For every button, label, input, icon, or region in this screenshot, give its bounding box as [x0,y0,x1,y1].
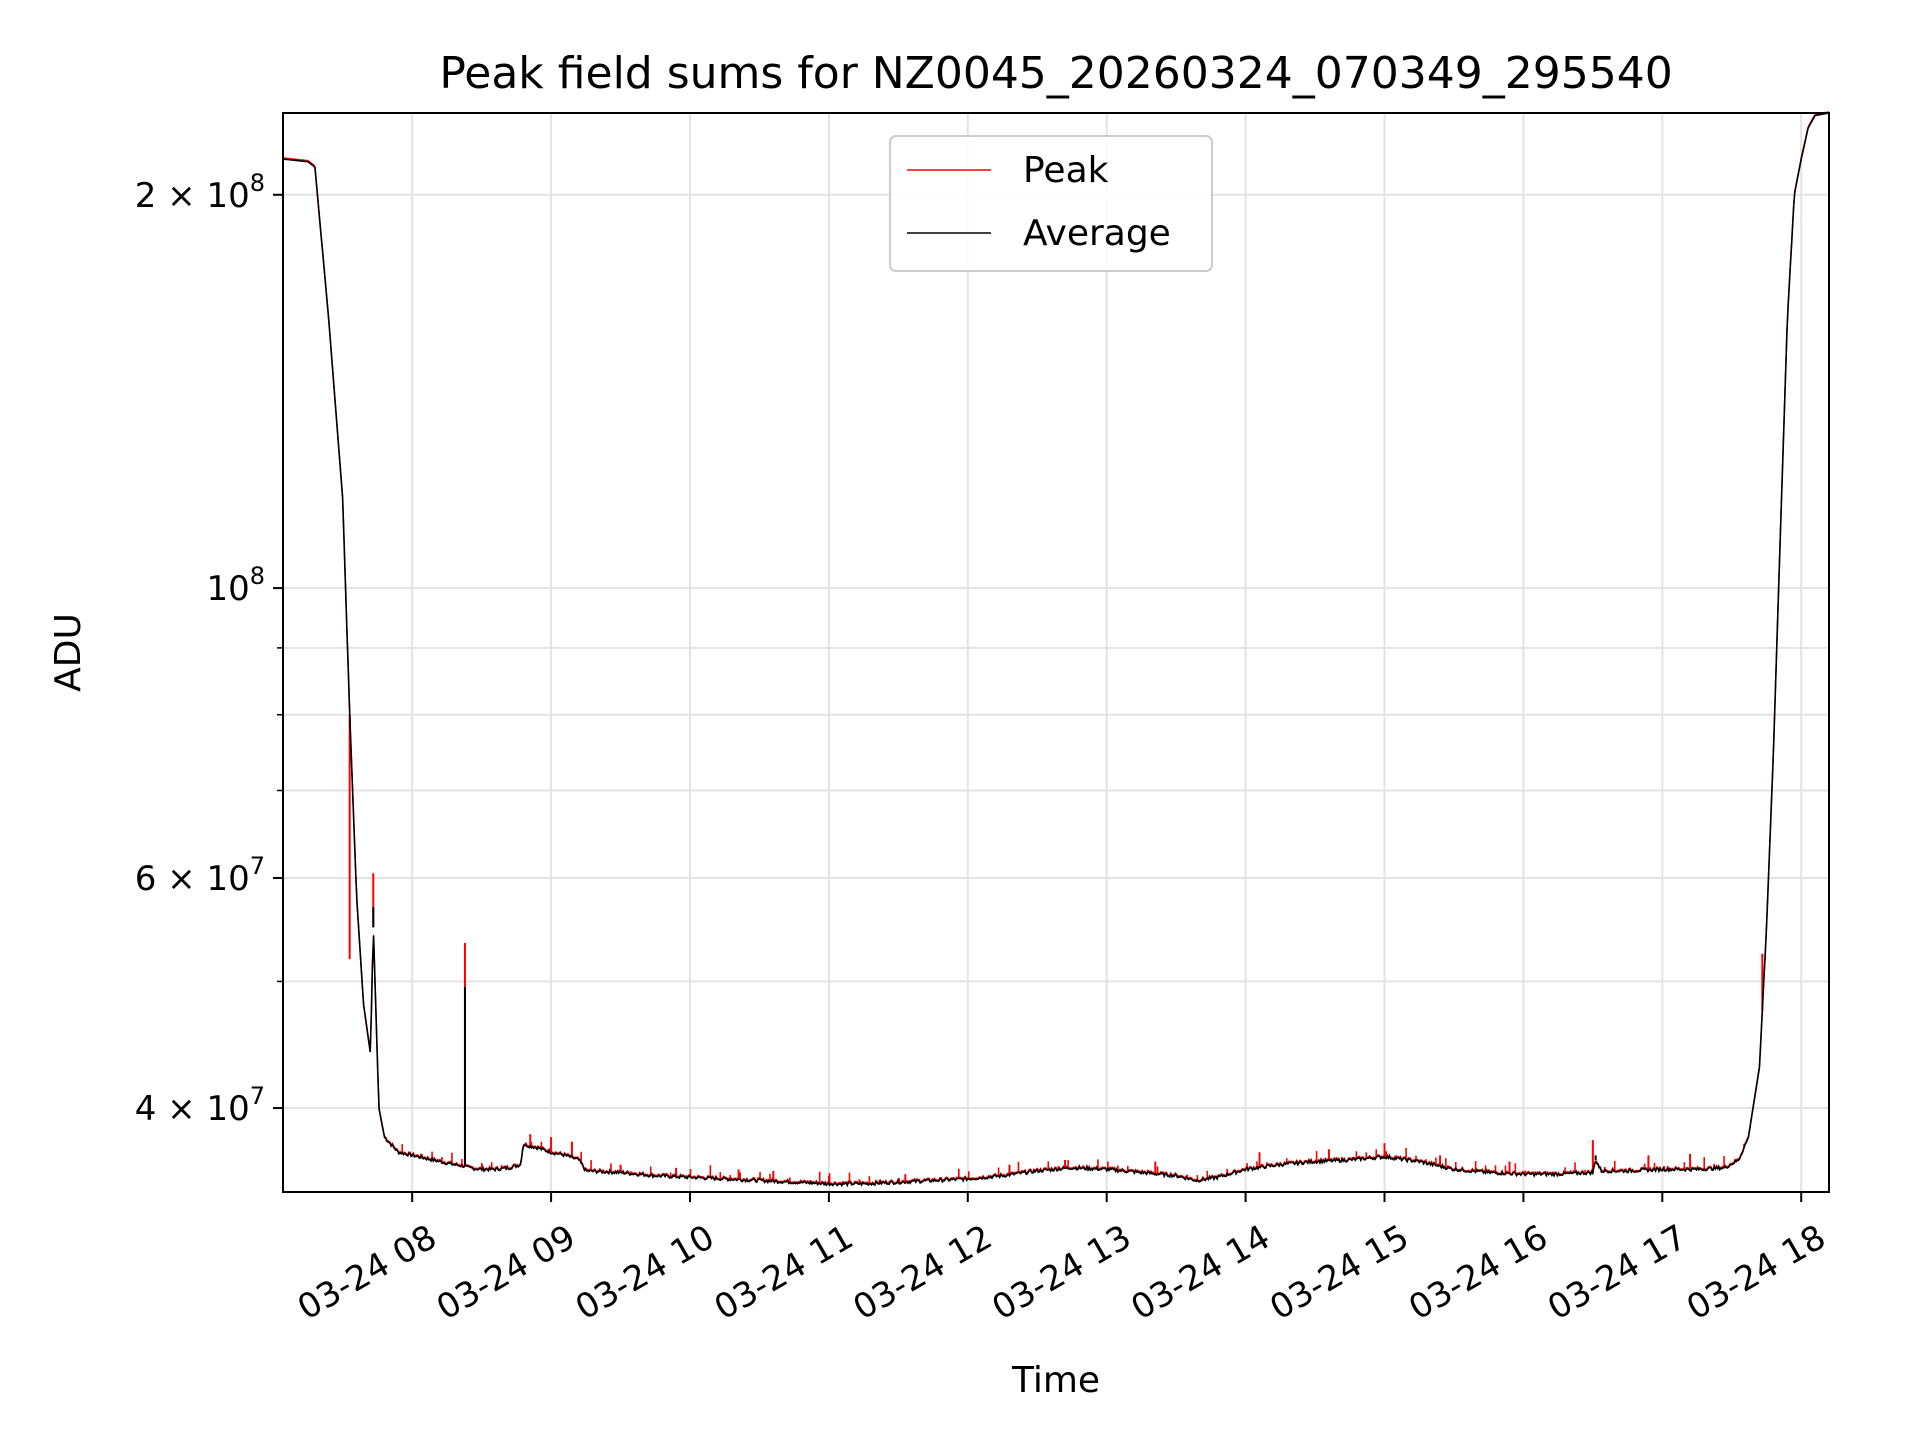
legend-peak-label: Peak [1023,150,1109,191]
y-tick-label: 6 × 107 [135,852,265,899]
chart-title: Peak field sums for NZ0045_20260324_0703… [439,48,1672,99]
x-axis-title: Time [1011,1360,1100,1401]
average-line [282,112,1830,1188]
y-tick-label: 108 [206,562,265,609]
y-axis-ticks: 4 × 107 6 × 107 108 2 × 108 [135,169,283,1129]
plot-area [283,113,1829,1192]
legend: Peak Average [889,135,1213,272]
y-tick-label: 4 × 107 [135,1082,265,1129]
average-series [282,112,1830,1188]
y-axis-title: ADU [48,613,89,692]
y-tick-label: 2 × 108 [135,169,265,216]
legend-average-label: Average [1023,213,1171,254]
plot-frame [282,112,1830,1193]
